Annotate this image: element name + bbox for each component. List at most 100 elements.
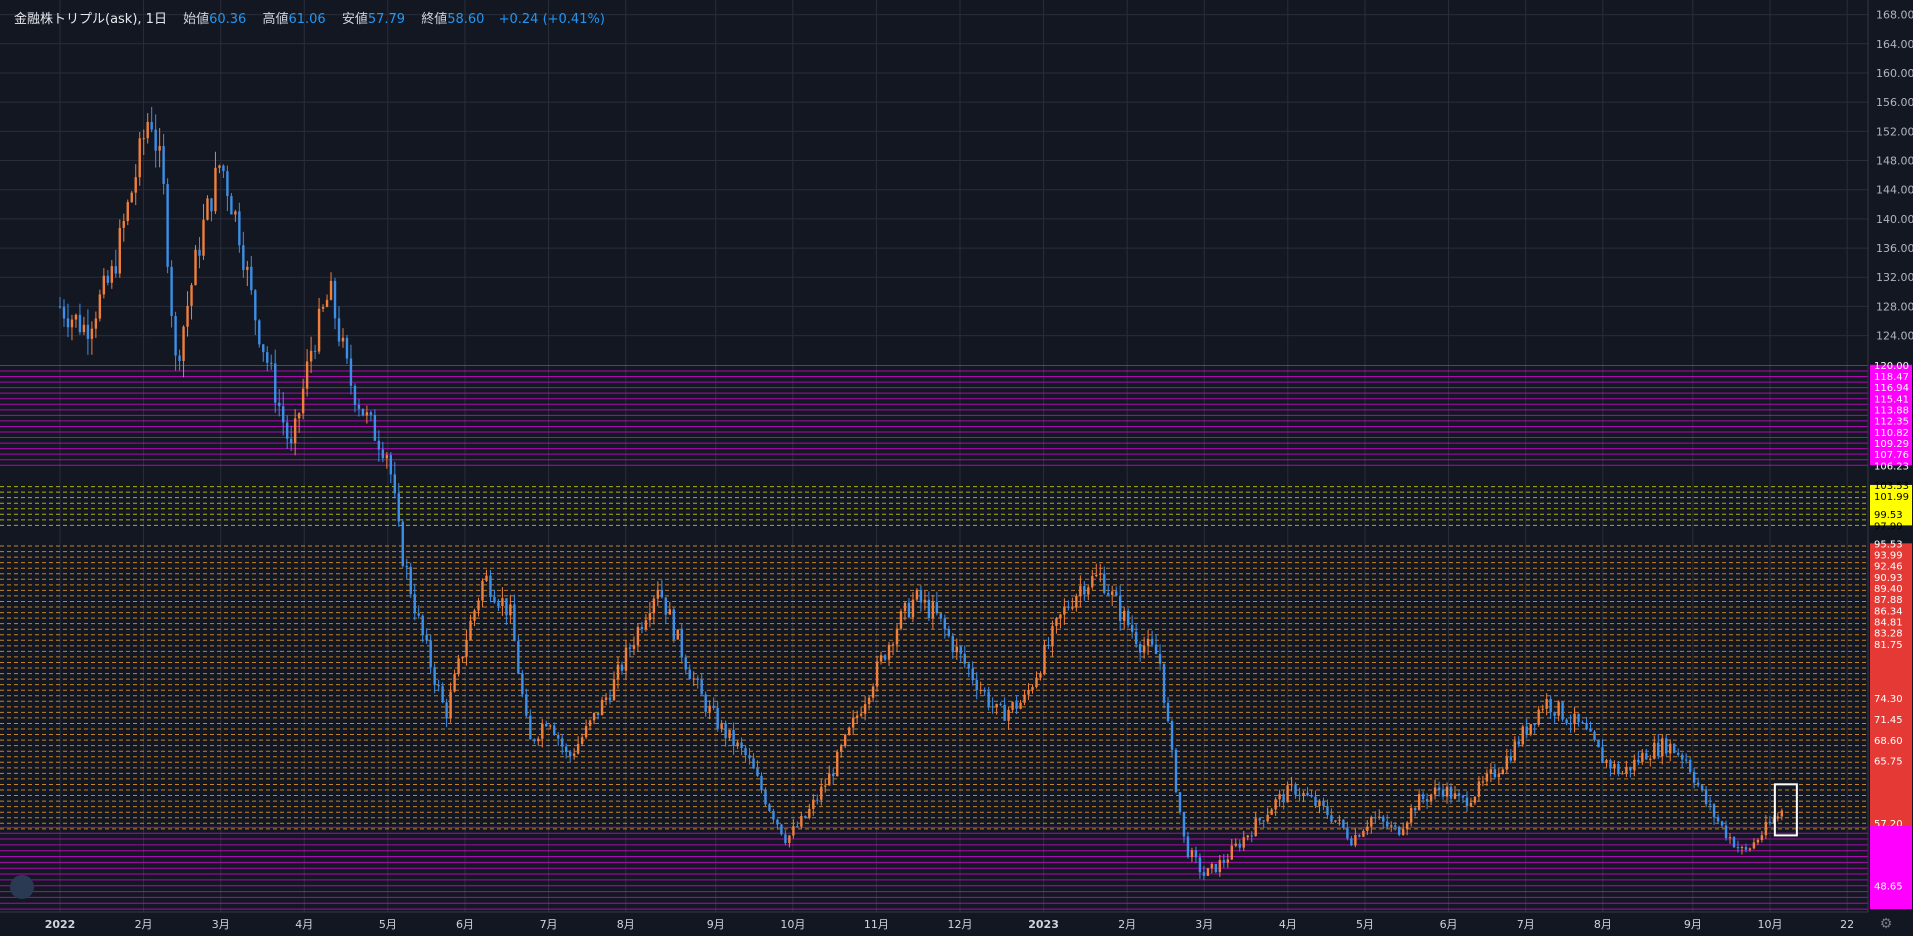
magenta-upper-level-label: 110.82: [1874, 428, 1909, 439]
candle-body: [1003, 704, 1006, 721]
candle-body: [1517, 741, 1520, 745]
candle-body: [1421, 794, 1425, 800]
candle-body: [1684, 759, 1688, 761]
candle-body: [1641, 752, 1644, 763]
candle-body: [1011, 702, 1014, 710]
candle-body: [1645, 752, 1648, 760]
candle-body: [477, 600, 480, 611]
candle-body: [194, 249, 197, 286]
candle-body: [449, 691, 452, 719]
candle-body: [712, 705, 715, 708]
candle-body: [541, 723, 544, 739]
price-tick-label: 140.00: [1876, 213, 1913, 226]
candle-body: [939, 613, 943, 619]
time-tick-label: 5月: [1356, 918, 1374, 931]
candle-body: [1051, 625, 1054, 647]
candle-body: [660, 589, 664, 598]
candle-body: [525, 694, 528, 716]
candle-body: [1298, 794, 1301, 796]
open-value: 60.36: [209, 12, 247, 27]
candle-body: [720, 723, 723, 729]
candle-body: [1720, 821, 1724, 826]
candle-body: [836, 751, 839, 777]
magenta-upper-level-label: 112.35: [1874, 417, 1909, 428]
candle-body: [604, 697, 608, 700]
candle-body: [931, 602, 935, 618]
candle-body: [1461, 795, 1465, 798]
candle-body: [1712, 804, 1716, 818]
symbol-name[interactable]: 金融株トリプル(ask), 1日: [14, 12, 167, 27]
tradingview-logo-icon[interactable]: [10, 875, 34, 899]
candle-body: [1055, 618, 1058, 626]
candle-body: [549, 725, 552, 727]
candle-body: [1039, 673, 1042, 678]
candle-body: [1633, 759, 1636, 771]
candle-body: [509, 604, 512, 616]
candle-body: [1334, 820, 1337, 822]
candle-body: [246, 266, 249, 270]
candle-body: [369, 412, 373, 415]
candle-body: [1023, 694, 1026, 703]
candle-body: [321, 306, 325, 309]
candle-body: [389, 455, 393, 475]
candle-body: [1134, 631, 1138, 645]
candle-body: [1083, 586, 1086, 595]
candle-body: [154, 129, 157, 151]
candle-body: [293, 418, 297, 444]
candle-body: [923, 599, 927, 603]
candle-body: [1569, 723, 1572, 725]
candle-body: [1079, 586, 1082, 596]
candle-body: [1067, 606, 1070, 608]
magenta-upper-level-label: 116.94: [1874, 383, 1909, 394]
candle-body: [684, 657, 687, 670]
candle-body: [1398, 826, 1401, 835]
candle-body: [867, 697, 871, 705]
candle-body: [1581, 722, 1584, 724]
candle-body: [915, 590, 919, 600]
time-tick-label: 10月: [1758, 918, 1783, 931]
candle-body: [178, 355, 181, 361]
time-tick-label: 6月: [1440, 918, 1458, 931]
magenta-upper-axis-band: [1870, 364, 1912, 466]
candle-body: [1115, 591, 1118, 596]
candle-body: [800, 815, 803, 827]
candle-body: [461, 656, 464, 659]
time-tick-label: 22: [1840, 918, 1854, 931]
candle-body: [1394, 825, 1397, 827]
candle-body: [1126, 610, 1130, 626]
candle-body: [648, 613, 652, 621]
candle-body: [1665, 738, 1668, 754]
candle-body: [533, 739, 536, 742]
candle-body: [943, 618, 947, 630]
candle-body: [871, 686, 875, 698]
candle-body: [979, 689, 982, 691]
candle-body: [612, 679, 616, 701]
candle-body: [1027, 689, 1030, 695]
candle-body: [1669, 743, 1672, 754]
red-level-label: 65.75: [1874, 757, 1903, 768]
candle-body: [1413, 808, 1417, 811]
candle-body: [760, 775, 763, 791]
candle-body: [1358, 835, 1361, 837]
yellow-level-label: 103.53: [1874, 481, 1909, 492]
candle-body: [238, 211, 241, 246]
candle-body: [289, 438, 293, 444]
candle-body: [855, 715, 859, 718]
gear-icon[interactable]: ⚙: [1879, 916, 1893, 932]
candle-body: [784, 834, 787, 843]
candle-body: [851, 717, 855, 728]
candle-body: [517, 641, 520, 674]
candle-body: [1776, 816, 1780, 819]
candle-body: [1270, 809, 1273, 815]
candle-body: [983, 689, 986, 692]
candle-body: [1728, 837, 1732, 839]
candle-body: [1362, 830, 1365, 837]
candle-body: [1095, 574, 1098, 577]
candle-body: [385, 455, 389, 459]
candle-body: [1330, 815, 1333, 822]
candle-body: [158, 146, 161, 151]
candle-body: [1629, 766, 1632, 771]
candle-body: [242, 245, 245, 270]
candle-body: [1091, 576, 1094, 588]
